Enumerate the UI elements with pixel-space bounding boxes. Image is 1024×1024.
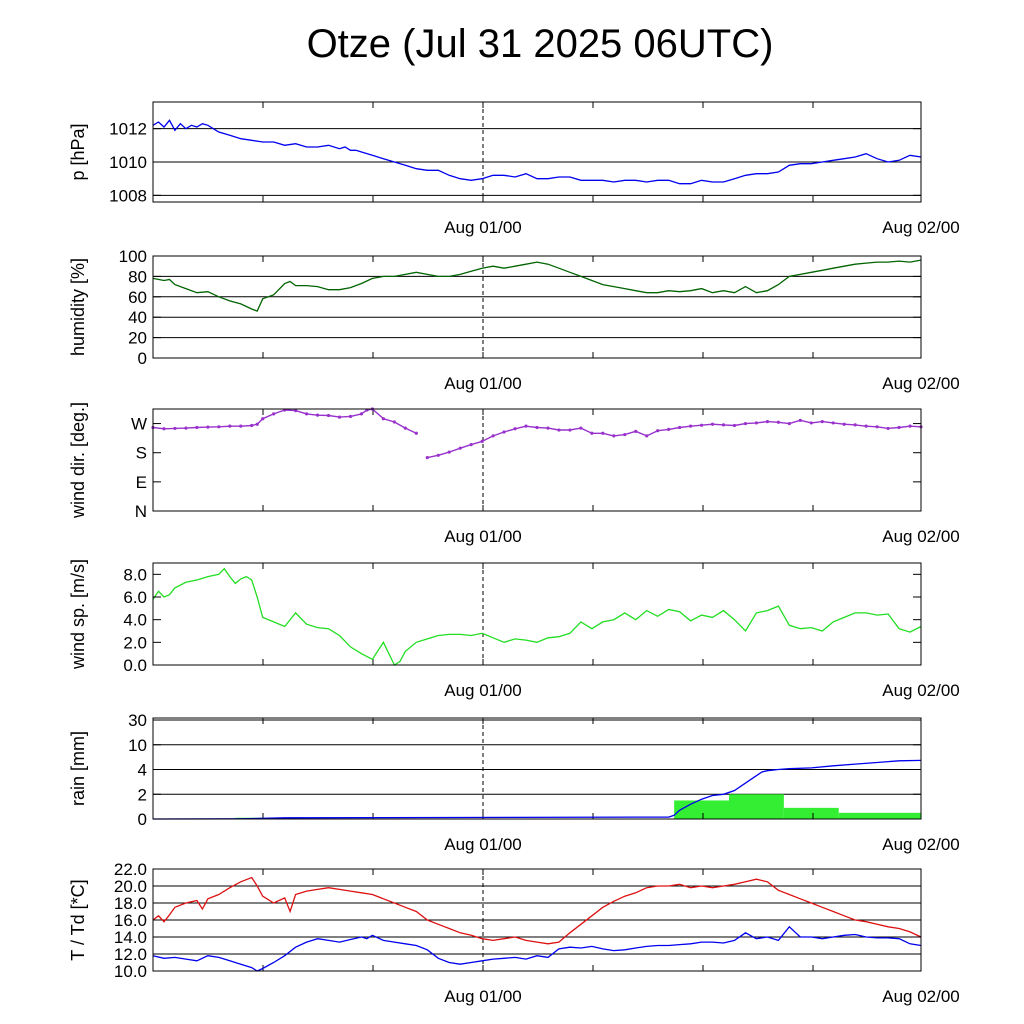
y-tick-label: 0 [138, 810, 147, 829]
y-tick-label: 1012 [109, 120, 147, 139]
y-tick-label: 8.0 [123, 565, 147, 584]
y-tick-label: 40 [128, 308, 147, 327]
rain-bar [729, 794, 784, 819]
y-tick-label: 20.0 [114, 877, 147, 896]
series-line [152, 408, 922, 459]
plot-area [153, 102, 921, 202]
x-tick-label: Aug 01/00 [444, 527, 522, 546]
rain-bar [838, 812, 921, 819]
y-axis-label: rain [mm] [68, 731, 88, 806]
y-tick-label: 0 [138, 349, 147, 368]
y-tick-label: 100 [119, 247, 147, 266]
y-tick-label: 60 [128, 288, 147, 307]
series-line [152, 925, 922, 972]
plot-area [153, 563, 921, 665]
x-tick-label: Aug 01/00 [444, 218, 522, 237]
x-tick-label: Aug 02/00 [882, 681, 960, 700]
y-tick-label: 2 [138, 785, 147, 804]
y-axis-label: T / Td [*C] [68, 879, 88, 960]
y-tick-label: 20 [128, 329, 147, 348]
series-line [152, 759, 922, 820]
y-tick-label: 18.0 [114, 894, 147, 913]
plot-area [153, 409, 921, 511]
y-tick-label: 1010 [109, 153, 147, 172]
y-axis-label: p [hPa] [68, 123, 88, 180]
y-tick-label: 16.0 [114, 911, 147, 930]
x-tick-label: Aug 01/00 [444, 987, 522, 1006]
plot-frame [152, 255, 922, 359]
y-tick-label: 12.0 [114, 945, 147, 964]
y-tick-label: 0.0 [123, 656, 147, 675]
y-tick-label: 4 [138, 761, 147, 780]
x-tick-label: Aug 02/00 [882, 987, 960, 1006]
x-tick-label: Aug 02/00 [882, 527, 960, 546]
rain-bar [674, 800, 729, 819]
y-tick-label: 2.0 [123, 633, 147, 652]
x-tick-label: Aug 01/00 [444, 835, 522, 854]
y-tick-label: E [136, 473, 147, 492]
y-axis-label: wind dir. [deg.] [68, 402, 88, 519]
chart-title: Otze (Jul 31 2025 06UTC) [306, 22, 774, 66]
y-tick-label: S [136, 444, 147, 463]
x-tick-label: Aug 02/00 [882, 374, 960, 393]
series-line [152, 119, 922, 185]
y-tick-label: 10 [128, 736, 147, 755]
plot-frame [152, 717, 922, 820]
series-line [152, 259, 922, 312]
y-tick-label: 10.0 [114, 962, 147, 981]
y-tick-label: 22.0 [114, 860, 147, 879]
plot-frame [152, 101, 922, 203]
rain-bar [783, 807, 839, 819]
y-tick-label: 30 [128, 711, 147, 730]
y-tick-label: 80 [128, 267, 147, 286]
y-axis-label: humidity [%] [68, 258, 88, 356]
y-tick-label: W [131, 415, 147, 434]
x-tick-label: Aug 02/00 [882, 218, 960, 237]
y-tick-label: 4.0 [123, 611, 147, 630]
plot-frame [152, 408, 922, 512]
y-axis-label: wind sp. [m/s] [68, 559, 88, 670]
y-tick-label: 14.0 [114, 928, 147, 947]
x-tick-label: Aug 01/00 [444, 681, 522, 700]
x-tick-label: Aug 02/00 [882, 835, 960, 854]
plot-area [153, 256, 921, 358]
series-line [152, 567, 922, 666]
plot-frame [152, 562, 922, 666]
y-tick-label: 6.0 [123, 588, 147, 607]
series-line [152, 876, 922, 945]
y-tick-label: 1008 [109, 186, 147, 205]
y-tick-label: N [135, 502, 147, 521]
data-point [228, 424, 232, 428]
x-tick-label: Aug 01/00 [444, 374, 522, 393]
